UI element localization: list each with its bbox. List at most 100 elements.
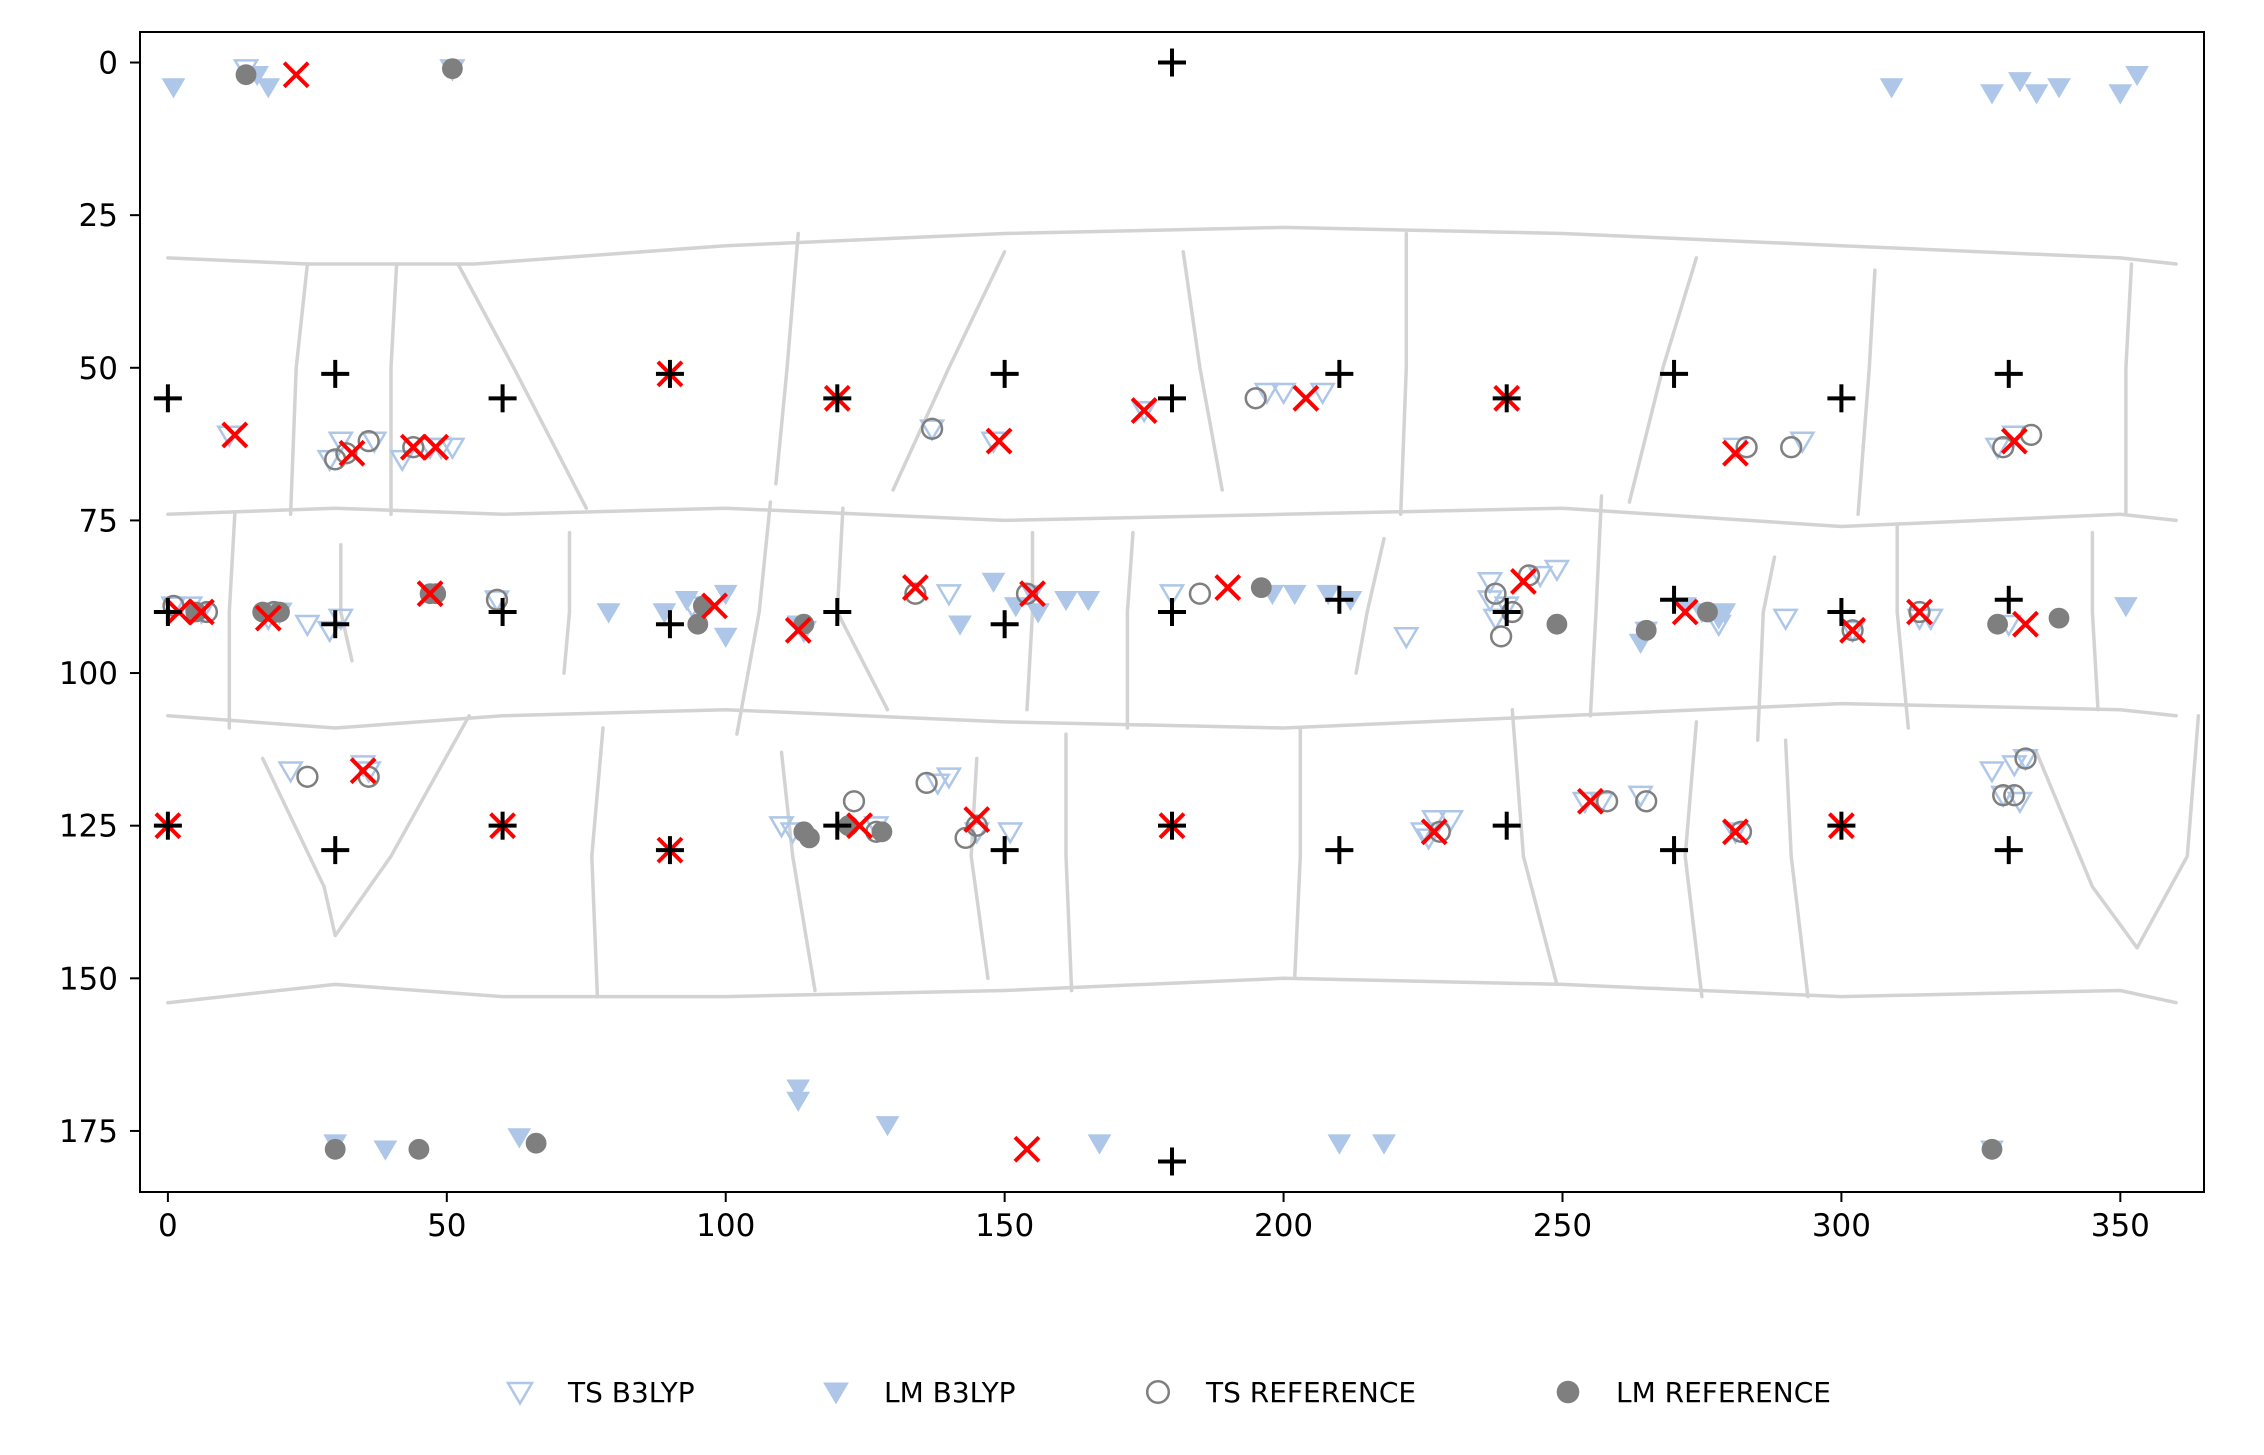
red-cross-stroke [422,433,450,461]
red-cross-marker [349,757,377,785]
ts-reference-point [2014,747,2037,770]
y-tick-label: 125 [59,809,118,845]
cell-boundary-line [891,250,1007,492]
red-cross-marker [422,433,450,461]
ts-b3lyp-point [277,761,304,784]
black-plus-marker [990,359,1019,388]
ts-b3lyp-point [935,584,963,607]
black-plus-marker [321,610,350,639]
cell-boundary-line [735,500,773,736]
x-tick-label: 300 [1812,1208,1871,1244]
ts-reference-point [1015,582,1039,605]
ts-b3lyp-point [1772,608,1799,632]
red-cross-stroke [1722,439,1749,467]
black-plus-marker [488,598,517,626]
ts-b3lyp-point [918,419,946,442]
lm-b3lyp-point [1372,1134,1396,1155]
cell-boundary-line [1398,231,1409,517]
lm-b3lyp-point [2008,72,2032,93]
x-tick-label: 150 [975,1208,1034,1244]
lm-reference-point [1697,601,1718,623]
lm-reference-point [793,821,815,843]
black-plus-marker [1325,359,1354,388]
ts-reference-point [2003,784,2026,807]
lm-reference-point [1546,613,1568,635]
black-plus-marker [1158,384,1186,413]
ts-b3lyp-point [997,822,1024,845]
y-tick-label: 50 [79,351,118,387]
lm-b3lyp-point [507,1128,532,1149]
lm-reference-point [324,1138,346,1160]
cell-boundary-line [1856,268,1877,517]
lm-b3lyp-point [875,1116,900,1137]
series-ts-reference [162,387,2043,850]
ts-reference-point [904,582,927,605]
ts-reference-point [1484,582,1507,605]
x-axis: 0 50 100 150 200 250 300 350 [158,1192,2150,1244]
ts-b3lyp-point [1409,822,1437,845]
red-cross-marker [1510,568,1537,595]
x-tick-label: 100 [696,1208,755,1244]
ts-reference-point [1635,790,1658,813]
cell-boundaries [166,225,2201,1005]
black-plus-marker [1827,384,1856,413]
black-plus-marker [1325,836,1354,865]
lm-b3lyp-point [373,1140,398,1161]
red-cross-markers [154,61,2039,1163]
cell-boundary-line [456,262,589,510]
black-plus-marker [1994,836,2023,865]
ts-reference-point [1992,436,2015,459]
cell-boundary-line [1064,732,1074,993]
ts-reference-point [2019,423,2043,447]
lm-b3lyp-point [674,591,699,612]
black-plus-marker [1994,359,2023,388]
black-plus-marker [1158,811,1186,840]
red-cross-stroke [846,812,874,840]
cell-boundary-line [166,225,2178,266]
lm-b3lyp-point [981,572,1006,593]
legend-item-lm-b3lyp: LM B3LYP [823,1376,1016,1409]
lm-b3lyp-point [1327,1134,1352,1155]
black-plus-marker [1158,1147,1186,1176]
black-plus-marker [153,384,182,413]
red-cross-marker [701,592,728,620]
red-cross-stroke [901,574,929,601]
y-tick-label: 0 [98,46,118,82]
cell-boundary-line [562,530,572,675]
red-cross-stroke [1510,568,1537,595]
red-cross-marker [1576,787,1604,815]
lm-b3lyp-point [1282,584,1307,606]
red-cross-stroke [1839,616,1866,644]
cell-boundary-line [590,726,605,999]
lm-b3lyp-point [161,78,186,99]
y-tick-label: 25 [79,198,118,234]
legend-marker-lm-b3lyp [823,1382,849,1405]
cell-boundary-line [2034,714,2201,950]
legend-item-ts-b3lyp: TS B3LYP [505,1376,695,1409]
legend-marker-ts-reference [1145,1379,1171,1405]
red-cross-marker [1130,397,1158,424]
red-cross-marker [1013,1135,1041,1163]
ts-b3lyp-point [1476,571,1504,595]
critical-point-markers [153,48,2039,1176]
red-cross-stroke [2000,427,2028,455]
cell-boundary-line [1181,250,1224,492]
lm-b3lyp-point [2024,84,2049,105]
cell-boundary-line [1025,530,1035,712]
red-cross-stroke [282,61,310,89]
legend-marker-ts-b3lyp [505,1381,535,1406]
ts-reference-point [357,429,380,453]
lm-b3lyp-point [1980,84,2004,105]
red-cross-marker [1292,384,1320,412]
red-cross-marker [1722,439,1749,467]
cell-boundary-line [774,231,800,486]
ts-b3lyp-point [294,614,321,638]
ts-b3lyp-point [1839,620,1866,644]
cell-boundary-line [288,262,310,517]
ts-reference-point [1735,436,1758,459]
ts-b3lyp-point [1309,382,1336,406]
red-cross-marker [1722,818,1749,846]
red-cross-marker [2012,610,2039,638]
